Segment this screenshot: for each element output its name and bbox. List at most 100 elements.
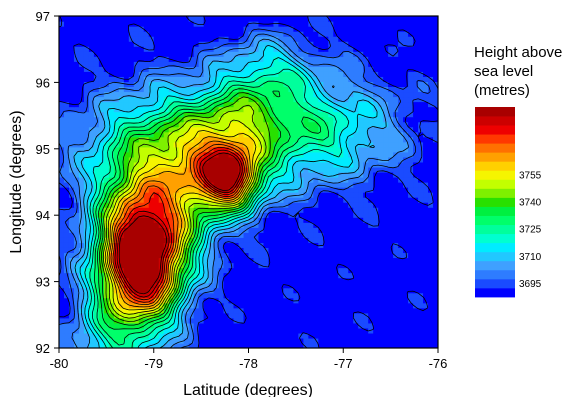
heat-cell xyxy=(278,232,285,238)
heat-cell xyxy=(273,302,280,309)
heat-cell xyxy=(228,156,235,163)
heat-cell xyxy=(188,237,195,243)
heat-cell xyxy=(293,232,299,238)
heat-cell xyxy=(363,111,369,118)
heat-cell xyxy=(148,327,155,334)
heat-cell xyxy=(88,332,95,339)
heat-cell xyxy=(278,131,285,138)
heat-cell xyxy=(403,342,409,348)
heat-cell xyxy=(288,56,294,62)
heat-cell xyxy=(303,192,309,198)
heat-cell xyxy=(373,342,379,348)
heat-cell xyxy=(228,106,235,113)
heat-cell xyxy=(233,71,240,77)
heat-cell xyxy=(308,151,314,158)
heat-cell xyxy=(213,232,220,238)
heat-cell xyxy=(418,41,424,47)
heat-cell xyxy=(388,272,394,279)
heat-cell xyxy=(158,307,165,314)
heat-cell xyxy=(143,126,150,133)
heat-cell xyxy=(403,61,409,67)
heat-cell xyxy=(138,297,145,304)
heat-cell xyxy=(383,136,389,143)
heat-cell xyxy=(108,86,115,93)
heat-cell xyxy=(253,151,260,158)
heat-cell xyxy=(148,46,155,52)
heat-cell xyxy=(248,176,255,183)
heat-cell xyxy=(428,267,434,274)
heat-cell xyxy=(318,212,324,218)
heat-cell xyxy=(338,121,344,128)
heat-cell xyxy=(83,41,90,47)
heat-cell xyxy=(218,202,225,208)
heat-cell xyxy=(398,56,404,62)
heat-cell xyxy=(318,131,324,138)
heat-cell xyxy=(83,322,90,329)
heat-cell xyxy=(313,56,319,62)
heat-cell xyxy=(323,171,329,178)
heat-cell xyxy=(168,317,175,324)
heat-cell xyxy=(353,187,359,193)
heat-cell xyxy=(418,182,424,188)
heat-cell xyxy=(363,247,369,254)
heat-cell xyxy=(408,21,414,27)
heat-cell xyxy=(103,126,110,133)
heat-cell xyxy=(258,332,265,339)
heat-cell xyxy=(368,91,374,98)
heat-cell xyxy=(183,86,190,93)
heat-cell xyxy=(59,282,65,289)
heat-cell xyxy=(173,337,180,344)
heat-cell xyxy=(388,222,394,228)
heat-cell xyxy=(413,41,419,47)
heat-cell xyxy=(418,131,424,138)
heat-cell xyxy=(73,21,80,27)
heat-cell xyxy=(308,36,314,42)
heat-cell xyxy=(278,166,285,173)
heat-cell xyxy=(353,292,359,299)
heat-cell xyxy=(183,297,190,304)
heat-cell xyxy=(283,26,289,32)
heat-cell xyxy=(83,16,90,22)
heat-cell xyxy=(343,91,349,98)
heat-cell xyxy=(248,292,255,299)
heat-cell xyxy=(243,41,250,47)
heat-cell xyxy=(133,242,140,248)
heat-cell xyxy=(243,146,250,153)
heat-cell xyxy=(308,46,314,52)
heat-cell xyxy=(138,272,145,279)
heat-cell xyxy=(153,237,160,243)
heat-cell xyxy=(98,262,105,269)
heat-cell xyxy=(138,197,145,203)
heat-cell xyxy=(138,257,145,264)
heat-cell xyxy=(143,146,150,153)
heat-cell xyxy=(203,81,210,88)
heat-cell xyxy=(283,267,289,274)
heat-cell xyxy=(413,267,419,274)
heat-cell xyxy=(103,136,110,143)
heat-cell xyxy=(268,36,275,42)
heat-cell xyxy=(188,21,195,27)
heat-cell xyxy=(188,36,195,42)
heat-cell xyxy=(228,66,235,72)
heat-cell xyxy=(398,312,404,319)
heat-cell xyxy=(253,81,260,88)
heat-cell xyxy=(188,287,195,294)
heat-cell xyxy=(248,101,255,108)
heat-cell xyxy=(433,227,438,233)
heat-cell xyxy=(278,182,285,188)
heat-cell xyxy=(363,202,369,208)
heat-cell xyxy=(403,156,409,163)
heat-cell xyxy=(383,287,389,294)
heat-cell xyxy=(223,197,230,203)
heat-cell xyxy=(378,252,384,259)
heat-cell xyxy=(68,91,75,98)
heat-cell xyxy=(103,166,110,173)
heat-cell xyxy=(253,131,260,138)
heat-cell xyxy=(318,307,324,314)
heat-cell xyxy=(103,292,110,299)
heat-cell xyxy=(108,227,115,233)
heat-cell xyxy=(228,202,235,208)
heat-cell xyxy=(238,232,245,238)
heat-cell xyxy=(188,332,195,339)
heat-cell xyxy=(238,126,245,133)
